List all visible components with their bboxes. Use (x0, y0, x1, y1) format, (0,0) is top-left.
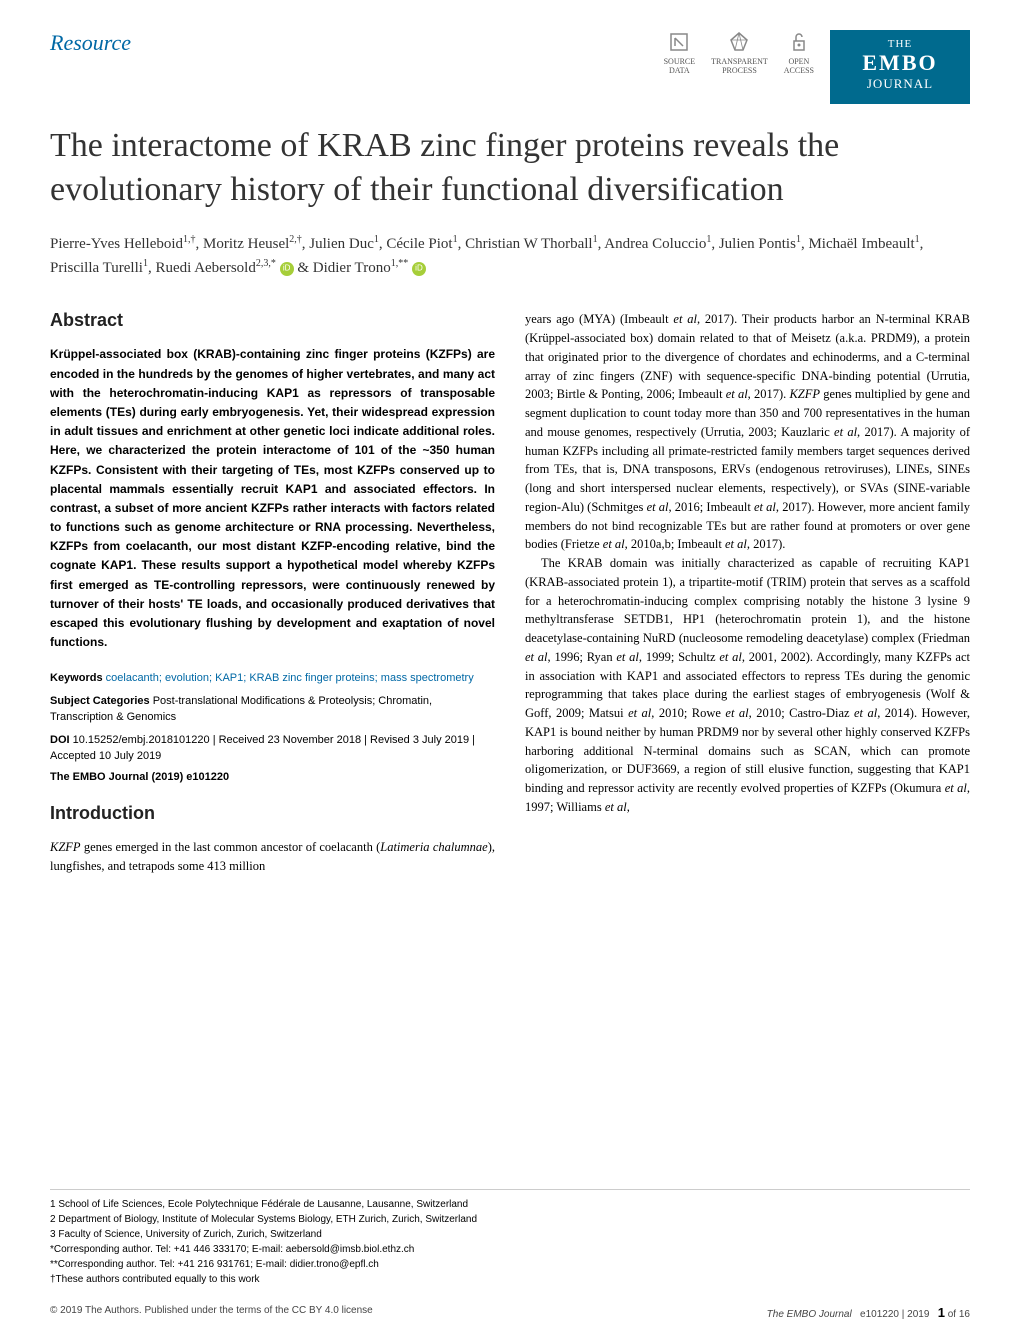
badge-label: OPEN ACCESS (784, 57, 814, 75)
journal-logo: THE EMBO JOURNAL (830, 30, 970, 104)
affiliation-line: **Corresponding author. Tel: +41 216 931… (50, 1258, 970, 1272)
doi-line: DOI 10.15252/embj.2018101220 | Received … (50, 732, 495, 765)
affiliation-line: 2 Department of Biology, Institute of Mo… (50, 1213, 970, 1227)
source-data-icon (667, 30, 691, 54)
affiliation-line: *Corresponding author. Tel: +41 446 3331… (50, 1243, 970, 1257)
footer-copyright: © 2019 The Authors. Published under the … (50, 1305, 373, 1320)
citation: The EMBO Journal (2019) e101220 (50, 771, 495, 783)
badge-label: TRANSPARENT PROCESS (711, 57, 768, 75)
badge-label: SOURCE DATA (664, 57, 696, 75)
source-data-badge: SOURCE DATA (664, 30, 696, 75)
journal-the: THE (850, 38, 950, 50)
affiliation-line: 1 School of Life Sciences, Ecole Polytec… (50, 1198, 970, 1212)
doi-text: 10.15252/embj.2018101220 | Received 23 N… (50, 734, 475, 763)
journal-journal: JOURNAL (850, 76, 950, 92)
badges-container: SOURCE DATA TRANSPARENT PROCESS OPEN ACC… (664, 30, 970, 104)
article-title: The interactome of KRAB zinc finger prot… (50, 124, 970, 212)
resource-label: Resource (50, 30, 131, 56)
header-row: Resource SOURCE DATA TRANSPARENT PROCESS… (50, 30, 970, 104)
authors-list: Pierre-Yves Helleboid1,†, Moritz Heusel2… (50, 232, 970, 280)
transparent-process-icon (727, 30, 751, 54)
journal-embo: EMBO (850, 50, 950, 76)
open-access-badge: OPEN ACCESS (784, 30, 814, 75)
abstract-text: Krüppel-associated box (KRAB)-containing… (50, 345, 495, 652)
right-column: years ago (MYA) (Imbeault et al, 2017). … (525, 310, 970, 875)
content-columns: Abstract Krüppel-associated box (KRAB)-c… (50, 310, 970, 875)
keywords-label: Keywords (50, 672, 103, 684)
abstract-heading: Abstract (50, 310, 495, 331)
affiliations: 1 School of Life Sciences, Ecole Polytec… (50, 1189, 970, 1288)
footer-right: The EMBO Journal e101220 | 2019 1 of 16 (767, 1305, 970, 1320)
left-column: Abstract Krüppel-associated box (KRAB)-c… (50, 310, 495, 875)
page-total: of 16 (948, 1309, 970, 1320)
page-number: 1 (938, 1305, 945, 1320)
keywords-line: Keywords coelacanth; evolution; KAP1; KR… (50, 670, 495, 687)
introduction-para1: KZFP genes emerged in the last common an… (50, 838, 495, 876)
subject-categories-label: Subject Categories (50, 695, 150, 707)
subject-categories-line: Subject Categories Post-translational Mo… (50, 693, 495, 726)
footer-journal: The EMBO Journal (767, 1309, 852, 1320)
right-para1: years ago (MYA) (Imbeault et al, 2017). … (525, 310, 970, 554)
footer-issue: e101220 | 2019 (860, 1309, 929, 1320)
transparent-process-badge: TRANSPARENT PROCESS (711, 30, 768, 75)
right-para2: The KRAB domain was initially characteri… (525, 554, 970, 817)
introduction-heading: Introduction (50, 803, 495, 824)
affiliation-line: †These authors contributed equally to th… (50, 1273, 970, 1287)
keywords-text: coelacanth; evolution; KAP1; KRAB zinc f… (106, 672, 474, 684)
affiliation-line: 3 Faculty of Science, University of Zuri… (50, 1228, 970, 1242)
doi-label: DOI (50, 734, 70, 746)
open-access-icon (787, 30, 811, 54)
page-footer: © 2019 The Authors. Published under the … (50, 1305, 970, 1320)
